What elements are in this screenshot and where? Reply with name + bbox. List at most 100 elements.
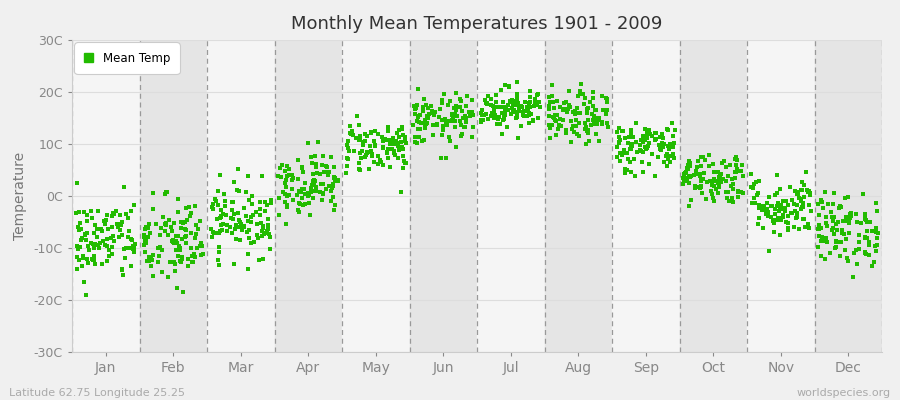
Point bbox=[580, 117, 595, 124]
Point bbox=[74, 237, 88, 244]
Point bbox=[360, 150, 374, 156]
Point bbox=[776, 213, 790, 220]
Point bbox=[305, 160, 320, 166]
Point bbox=[345, 131, 359, 137]
Point bbox=[726, 181, 741, 187]
Point bbox=[75, 235, 89, 242]
Point bbox=[161, 232, 176, 238]
Point bbox=[559, 128, 573, 135]
Point bbox=[325, 182, 339, 188]
Point bbox=[228, 211, 242, 218]
Point bbox=[568, 111, 582, 117]
Point bbox=[302, 200, 316, 206]
Point bbox=[684, 173, 698, 179]
Point bbox=[474, 107, 489, 114]
Point bbox=[568, 108, 582, 114]
Point bbox=[487, 107, 501, 113]
Point bbox=[643, 127, 657, 134]
Point bbox=[829, 238, 843, 245]
Point bbox=[352, 166, 366, 172]
Point bbox=[803, 192, 817, 198]
Point bbox=[854, 220, 868, 227]
Point bbox=[307, 181, 321, 188]
Point bbox=[655, 143, 670, 150]
Point bbox=[242, 235, 256, 241]
Point bbox=[167, 268, 182, 274]
Point bbox=[430, 121, 445, 127]
Point bbox=[138, 239, 152, 246]
Point bbox=[562, 102, 576, 108]
Point bbox=[868, 243, 882, 249]
Point bbox=[826, 214, 841, 221]
Point bbox=[814, 238, 828, 244]
Point bbox=[264, 200, 278, 206]
Point bbox=[858, 249, 872, 256]
Point bbox=[486, 114, 500, 121]
Point bbox=[375, 145, 390, 151]
Point bbox=[768, 192, 782, 199]
Point bbox=[572, 120, 587, 126]
Point bbox=[814, 252, 829, 259]
Point bbox=[108, 208, 122, 214]
Point bbox=[306, 170, 320, 177]
Point bbox=[78, 237, 93, 243]
Point bbox=[273, 165, 287, 172]
Point bbox=[724, 176, 739, 182]
Point bbox=[206, 206, 220, 212]
Point bbox=[94, 228, 109, 234]
Point bbox=[126, 242, 140, 249]
Point bbox=[572, 133, 586, 140]
Point bbox=[261, 216, 275, 223]
Point bbox=[86, 245, 101, 252]
Y-axis label: Temperature: Temperature bbox=[13, 152, 27, 240]
Point bbox=[530, 102, 544, 108]
Point bbox=[301, 189, 315, 196]
Point bbox=[234, 221, 248, 227]
Point bbox=[849, 210, 863, 217]
Point bbox=[170, 233, 184, 240]
Point bbox=[277, 199, 292, 205]
Point bbox=[835, 226, 850, 233]
Point bbox=[832, 238, 846, 245]
Point bbox=[73, 219, 87, 226]
Point bbox=[211, 202, 225, 208]
Point bbox=[183, 212, 197, 219]
Point bbox=[612, 134, 626, 140]
Point bbox=[832, 253, 847, 260]
Point bbox=[761, 209, 776, 215]
Point bbox=[121, 233, 135, 240]
Point bbox=[87, 255, 102, 262]
Point bbox=[721, 189, 735, 195]
Point bbox=[433, 154, 447, 161]
Point bbox=[162, 217, 176, 224]
Point bbox=[516, 112, 530, 118]
Point bbox=[282, 172, 296, 178]
Point bbox=[771, 215, 786, 221]
Point bbox=[566, 122, 580, 129]
Point bbox=[307, 177, 321, 183]
Point bbox=[846, 274, 860, 280]
Point bbox=[185, 259, 200, 265]
Point bbox=[416, 108, 430, 114]
Point bbox=[215, 227, 230, 234]
Point bbox=[760, 206, 775, 213]
Point bbox=[639, 135, 653, 141]
Point bbox=[92, 245, 106, 252]
Point bbox=[80, 259, 94, 266]
Point bbox=[729, 169, 743, 175]
Point bbox=[869, 229, 884, 235]
Point bbox=[280, 193, 294, 200]
Point bbox=[858, 213, 872, 220]
Point bbox=[652, 142, 667, 148]
Point bbox=[370, 161, 384, 167]
Point bbox=[636, 168, 651, 175]
Point bbox=[781, 202, 796, 208]
Bar bbox=[274, 40, 342, 352]
Point bbox=[474, 112, 489, 118]
Point bbox=[868, 225, 883, 231]
Point bbox=[510, 114, 525, 120]
Point bbox=[573, 110, 588, 116]
Point bbox=[77, 230, 92, 237]
Point bbox=[436, 123, 450, 129]
Point bbox=[542, 102, 556, 109]
